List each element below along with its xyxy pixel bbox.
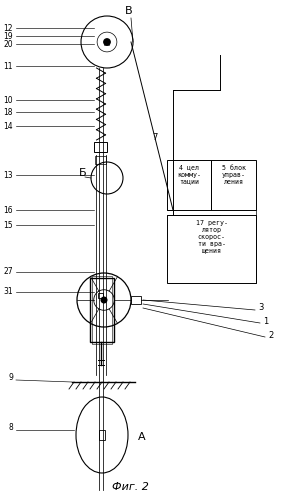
- Text: 1: 1: [263, 316, 268, 325]
- Text: 10: 10: [3, 95, 13, 104]
- Bar: [131, 296, 141, 304]
- Circle shape: [103, 38, 111, 46]
- Text: 3: 3: [258, 303, 263, 312]
- Bar: [98, 293, 103, 298]
- Bar: [167, 160, 211, 210]
- Text: Фиг. 2: Фиг. 2: [112, 482, 148, 492]
- Text: Б: Б: [79, 168, 87, 178]
- Text: 8: 8: [8, 424, 13, 433]
- Bar: [92, 276, 112, 344]
- Circle shape: [100, 296, 108, 303]
- Text: 16: 16: [3, 206, 13, 215]
- Bar: [167, 215, 256, 283]
- Text: 27: 27: [3, 267, 13, 276]
- Bar: [99, 430, 105, 440]
- Text: 12: 12: [3, 23, 13, 32]
- Text: 9: 9: [8, 373, 13, 383]
- Text: 7: 7: [152, 133, 157, 142]
- Text: 5 блок
управ-
ления: 5 блок управ- ления: [222, 165, 245, 185]
- Bar: [95, 156, 106, 164]
- Text: 17 регу-
лятор
скорос-
ти вра-
щения: 17 регу- лятор скорос- ти вра- щения: [195, 220, 228, 254]
- Bar: [94, 142, 107, 152]
- Text: 11: 11: [3, 61, 13, 70]
- Text: 2: 2: [268, 330, 273, 339]
- Text: 15: 15: [3, 221, 13, 230]
- Text: 19: 19: [3, 31, 13, 40]
- Text: 18: 18: [3, 107, 13, 116]
- Text: 14: 14: [3, 121, 13, 131]
- Text: 20: 20: [3, 39, 13, 48]
- Text: А: А: [138, 432, 146, 442]
- Text: 4 цел
комму-
тации: 4 цел комму- тации: [177, 165, 201, 185]
- Bar: [104, 40, 109, 45]
- Text: 31: 31: [3, 287, 13, 296]
- Bar: [90, 278, 114, 342]
- Text: В: В: [125, 6, 133, 16]
- Bar: [211, 160, 256, 210]
- Text: 13: 13: [3, 171, 13, 180]
